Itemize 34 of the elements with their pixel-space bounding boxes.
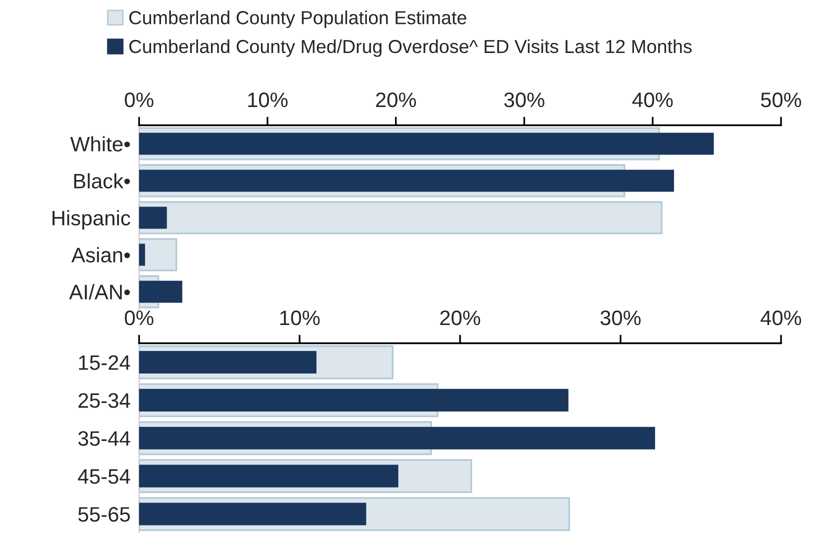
x-tick-label: 30% bbox=[600, 310, 641, 326]
y-tick-label: 25-34 bbox=[78, 393, 130, 408]
x-tick-label: 50% bbox=[761, 92, 802, 108]
x-tick-label: 20% bbox=[440, 310, 480, 326]
x-tick-label: 20% bbox=[376, 92, 416, 108]
x-tick-label: 30% bbox=[504, 92, 544, 108]
legend-label: Cumberland County Population Estimate bbox=[129, 10, 466, 28]
y-tick-label: White• bbox=[70, 136, 130, 152]
y-tick-label: Black• bbox=[74, 173, 130, 188]
y-tick-label: AI/AN• bbox=[69, 284, 130, 300]
x-tick-label: 40% bbox=[632, 92, 673, 108]
bar bbox=[139, 132, 714, 155]
legend-label: Cumberland County Med/Drug Overdose^ ED Visits Last 12 Months bbox=[129, 39, 692, 57]
y-tick-label: 45-54 bbox=[78, 469, 130, 484]
x-tick-label: 40% bbox=[760, 310, 802, 326]
bar bbox=[139, 388, 568, 412]
bar bbox=[139, 170, 674, 192]
bar bbox=[139, 201, 662, 234]
bar bbox=[139, 206, 167, 229]
bar bbox=[139, 244, 146, 266]
x-tick-label: 0% bbox=[124, 310, 154, 326]
y-tick-label: Asian• bbox=[71, 247, 130, 262]
y-tick-label: 55-65 bbox=[78, 507, 130, 522]
y-tick-label: 35-44 bbox=[78, 431, 130, 446]
x-tick-label: 10% bbox=[248, 92, 288, 108]
bar bbox=[139, 280, 182, 303]
y-tick-label: Hispanic bbox=[52, 210, 130, 230]
bar bbox=[139, 464, 398, 488]
bar bbox=[139, 350, 316, 374]
x-tick-label: 0% bbox=[124, 92, 154, 108]
bar bbox=[139, 426, 656, 450]
bar bbox=[139, 502, 366, 526]
x-tick-label: 10% bbox=[280, 310, 320, 326]
y-tick-label: 15-24 bbox=[79, 355, 130, 370]
